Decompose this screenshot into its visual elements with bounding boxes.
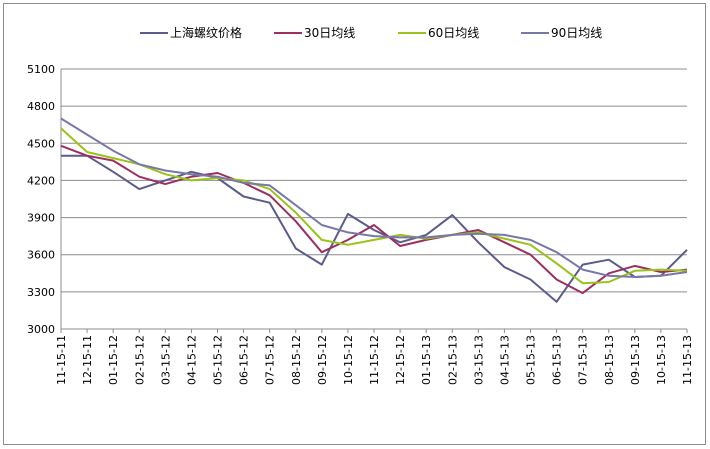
legend-label: 60日均线 <box>428 26 479 40</box>
x-tick-label: 03-15-12 <box>159 335 172 385</box>
y-tick-label: 3000 <box>27 323 55 336</box>
x-tick-label: 10-15-12 <box>342 335 355 385</box>
x-tick-label: 05-15-13 <box>525 335 538 385</box>
y-tick-label: 3900 <box>27 212 55 225</box>
y-tick-label: 4800 <box>27 100 55 113</box>
axes <box>60 69 688 333</box>
x-tick-label: 08-15-12 <box>290 335 303 385</box>
series-line <box>60 144 688 295</box>
x-tick-label: 09-15-13 <box>629 335 642 385</box>
x-tick-label: 12-15-12 <box>394 335 407 385</box>
y-tick-label: 4200 <box>27 174 55 187</box>
x-tick-label: 06-15-13 <box>551 335 564 385</box>
series-line <box>60 117 688 278</box>
legend-label: 上海螺纹价格 <box>170 25 242 40</box>
legend-label: 90日均线 <box>551 26 602 40</box>
x-tick-label: 02-15-12 <box>133 335 146 385</box>
x-tick-label: 07-15-12 <box>264 335 277 385</box>
x-tick-label: 10-15-13 <box>655 335 668 385</box>
y-tick-label: 4500 <box>27 137 55 150</box>
x-axis-tick-labels: 11-15-11 12-15-11 01-15-12 02-15-12 03-15-12… <box>55 335 694 385</box>
x-tick-label: 11-15-11 <box>55 335 68 385</box>
x-tick-label: 05-15-12 <box>212 335 225 385</box>
gridlines <box>61 68 687 330</box>
x-tick-label: 11-15-13 <box>681 335 694 385</box>
series-lines <box>60 117 688 303</box>
legend: 上海螺纹价格 30日均线 60日均线 90日均线 <box>140 25 602 40</box>
x-tick-label: 02-15-13 <box>446 335 459 385</box>
x-tick-label: 03-15-13 <box>472 335 485 385</box>
series-line <box>61 154 688 303</box>
y-tick-label: 3600 <box>27 249 55 262</box>
x-tick-label: 06-15-12 <box>238 335 251 385</box>
series-line <box>60 127 688 285</box>
x-tick-label: 11-15-12 <box>368 335 381 385</box>
y-tick-label: 3300 <box>27 286 55 299</box>
y-axis-tick-labels: 3000 3300 3600 3900 4200 4500 4800 5100 <box>27 63 55 336</box>
y-tick-label: 5100 <box>27 63 55 76</box>
x-tick-label: 07-15-13 <box>577 335 590 385</box>
legend-label: 30日均线 <box>304 26 355 40</box>
x-tick-label: 09-15-12 <box>316 335 329 385</box>
x-tick-label: 01-15-12 <box>107 335 120 385</box>
x-tick-label: 12-15-11 <box>81 335 94 385</box>
x-tick-label: 04-15-12 <box>185 335 198 385</box>
x-tick-label: 08-15-13 <box>603 335 616 385</box>
x-tick-label: 04-15-13 <box>498 335 511 385</box>
x-tick-label: 01-15-13 <box>420 335 433 385</box>
chart-frame <box>3 3 706 445</box>
